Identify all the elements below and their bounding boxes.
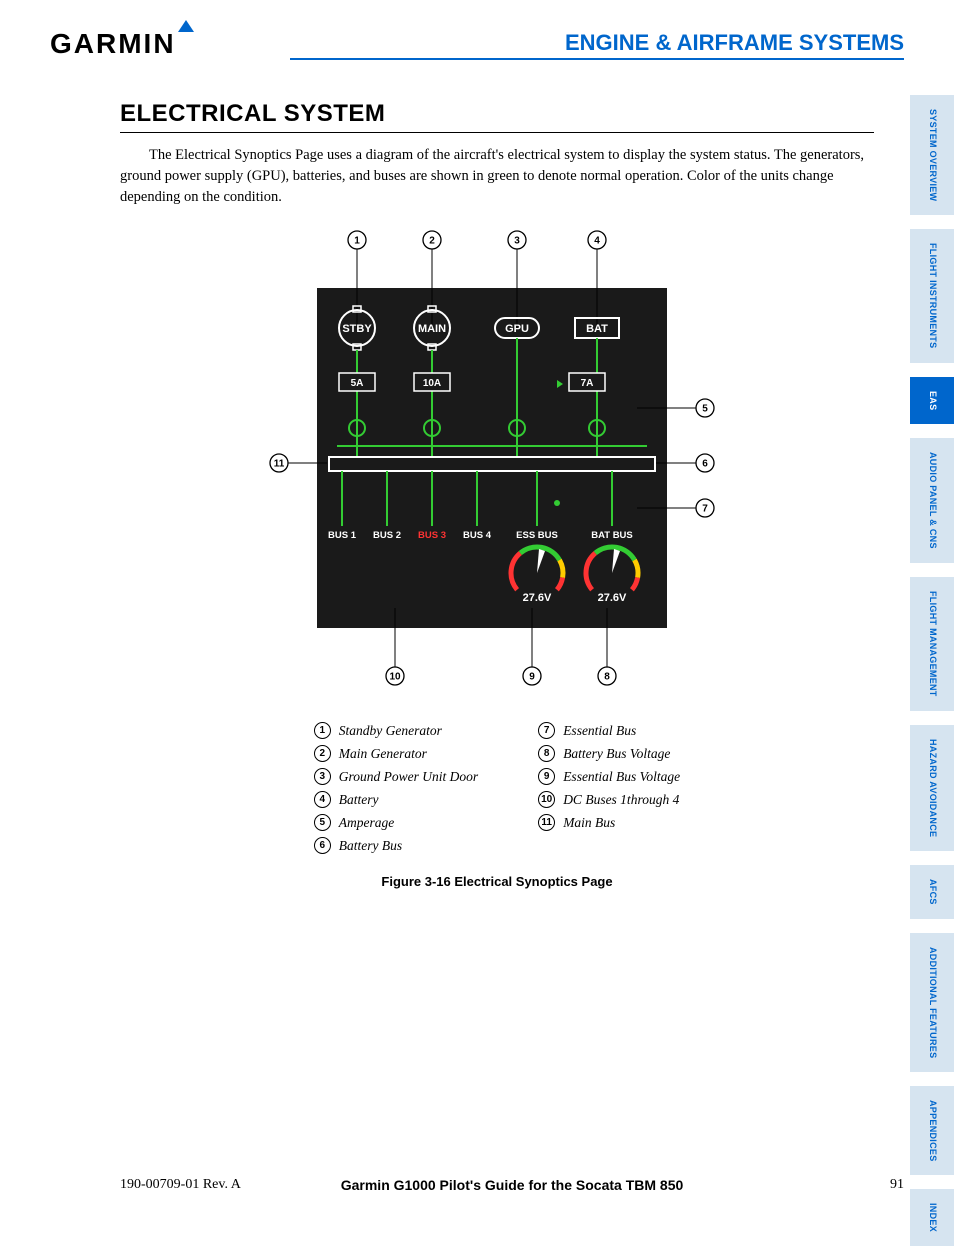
legend: 1 Standby Generator 2 Main Generator 3 Ground… xyxy=(314,722,680,854)
legend-number: 9 xyxy=(538,768,555,785)
legend-text: Battery xyxy=(339,792,379,808)
legend-column-left: 1 Standby Generator 2 Main Generator 3 Ground… xyxy=(314,722,478,854)
footer-title: Garmin G1000 Pilot's Guide for the Socat… xyxy=(341,1177,684,1193)
svg-text:10A: 10A xyxy=(423,378,441,389)
svg-text:BUS 1: BUS 1 xyxy=(328,530,357,541)
chapter-title: ENGINE & AIRFRAME SYSTEMS xyxy=(565,30,904,60)
svg-text:7A: 7A xyxy=(581,378,594,389)
legend-text: DC Buses 1through 4 xyxy=(563,792,679,808)
legend-text: Essential Bus Voltage xyxy=(563,769,680,785)
legend-text: Standby Generator xyxy=(339,723,442,739)
svg-text:7: 7 xyxy=(702,504,708,515)
svg-text:GPU: GPU xyxy=(505,323,529,335)
tab-audio-panel[interactable]: AUDIO PANEL & CNS xyxy=(910,438,954,563)
legend-number: 7 xyxy=(538,722,555,739)
page-header: GARMIN ENGINE & AIRFRAME SYSTEMS xyxy=(50,28,904,60)
svg-text:10: 10 xyxy=(389,672,401,683)
svg-text:1: 1 xyxy=(354,236,360,247)
svg-text:4: 4 xyxy=(594,236,600,247)
content: ELECTRICAL SYSTEM The Electrical Synopti… xyxy=(120,100,874,889)
section-title: ELECTRICAL SYSTEM xyxy=(120,100,874,128)
legend-text: Amperage xyxy=(339,815,394,831)
brand-text: GARMIN xyxy=(50,28,176,59)
svg-text:2: 2 xyxy=(429,236,435,247)
legend-number: 11 xyxy=(538,814,555,831)
svg-text:6: 6 xyxy=(702,459,708,470)
svg-text:ESS BUS: ESS BUS xyxy=(516,530,558,541)
legend-item: 3 Ground Power Unit Door xyxy=(314,768,478,785)
electrical-synoptics-diagram: 1 2 3 4 5 6 7 11 10 9 8 STBY MAIN GPU BAT 5A 10A 7A BUS 1 B… xyxy=(257,228,737,708)
header-rule xyxy=(290,58,904,60)
legend-item: 2 Main Generator xyxy=(314,745,478,762)
tab-afcs[interactable]: AFCS xyxy=(910,865,954,919)
legend-item: 10 DC Buses 1through 4 xyxy=(538,791,680,808)
svg-text:27.6V: 27.6V xyxy=(523,592,552,604)
svg-text:BUS 4: BUS 4 xyxy=(463,530,492,541)
svg-text:MAIN: MAIN xyxy=(418,323,446,335)
side-tabs: SYSTEM OVERVIEW FLIGHT INSTRUMENTS EAS A… xyxy=(910,95,954,1246)
legend-item: 5 Amperage xyxy=(314,814,478,831)
tab-additional-features[interactable]: ADDITIONAL FEATURES xyxy=(910,933,954,1072)
garmin-logo: GARMIN xyxy=(50,28,176,60)
footer-rev: 190-00709-01 Rev. A xyxy=(120,1177,241,1193)
legend-number: 8 xyxy=(538,745,555,762)
logo-delta-icon xyxy=(178,20,194,32)
svg-text:STBY: STBY xyxy=(342,323,372,335)
tab-flight-instruments[interactable]: FLIGHT INSTRUMENTS xyxy=(910,229,954,362)
svg-text:9: 9 xyxy=(529,672,535,683)
legend-text: Battery Bus xyxy=(339,838,402,854)
svg-text:11: 11 xyxy=(274,459,285,470)
page-footer: 190-00709-01 Rev. A Garmin G1000 Pilot's… xyxy=(120,1177,904,1193)
tab-appendices[interactable]: APPENDICES xyxy=(910,1086,954,1176)
tab-flight-management[interactable]: FLIGHT MANAGEMENT xyxy=(910,577,954,711)
svg-text:BUS 2: BUS 2 xyxy=(373,530,401,541)
legend-number: 1 xyxy=(314,722,331,739)
legend-item: 9 Essential Bus Voltage xyxy=(538,768,680,785)
svg-text:BAT: BAT xyxy=(586,323,608,335)
legend-number: 3 xyxy=(314,768,331,785)
svg-text:5: 5 xyxy=(702,404,708,415)
figure: 1 2 3 4 5 6 7 11 10 9 8 STBY MAIN GPU BAT 5A 10A 7A BUS 1 B… xyxy=(120,228,874,889)
svg-text:27.6V: 27.6V xyxy=(598,592,627,604)
legend-item: 8 Battery Bus Voltage xyxy=(538,745,680,762)
section-rule xyxy=(120,132,874,133)
legend-item: 7 Essential Bus xyxy=(538,722,680,739)
legend-number: 4 xyxy=(314,791,331,808)
legend-number: 5 xyxy=(314,814,331,831)
legend-number: 2 xyxy=(314,745,331,762)
legend-item: 1 Standby Generator xyxy=(314,722,478,739)
tab-eas[interactable]: EAS xyxy=(910,377,954,424)
legend-text: Essential Bus xyxy=(563,723,636,739)
legend-text: Main Generator xyxy=(339,746,427,762)
tab-hazard-avoidance[interactable]: HAZARD AVOIDANCE xyxy=(910,725,954,851)
legend-column-right: 7 Essential Bus 8 Battery Bus Voltage 9 Essen… xyxy=(538,722,680,854)
svg-text:8: 8 xyxy=(604,672,610,683)
legend-item: 11 Main Bus xyxy=(538,814,680,831)
figure-caption: Figure 3-16 Electrical Synoptics Page xyxy=(381,874,612,889)
legend-item: 4 Battery xyxy=(314,791,478,808)
legend-text: Battery Bus Voltage xyxy=(563,746,670,762)
legend-text: Main Bus xyxy=(563,815,615,831)
tab-system-overview[interactable]: SYSTEM OVERVIEW xyxy=(910,95,954,215)
legend-number: 6 xyxy=(314,837,331,854)
svg-text:BAT BUS: BAT BUS xyxy=(591,530,633,541)
body-paragraph: The Electrical Synoptics Page uses a dia… xyxy=(120,145,874,208)
svg-text:5A: 5A xyxy=(351,378,364,389)
legend-item: 6 Battery Bus xyxy=(314,837,478,854)
svg-text:3: 3 xyxy=(514,236,520,247)
legend-number: 10 xyxy=(538,791,555,808)
footer-page-number: 91 xyxy=(890,1177,904,1193)
legend-text: Ground Power Unit Door xyxy=(339,769,478,785)
svg-text:BUS 3: BUS 3 xyxy=(418,530,446,541)
tab-index[interactable]: INDEX xyxy=(910,1189,954,1246)
